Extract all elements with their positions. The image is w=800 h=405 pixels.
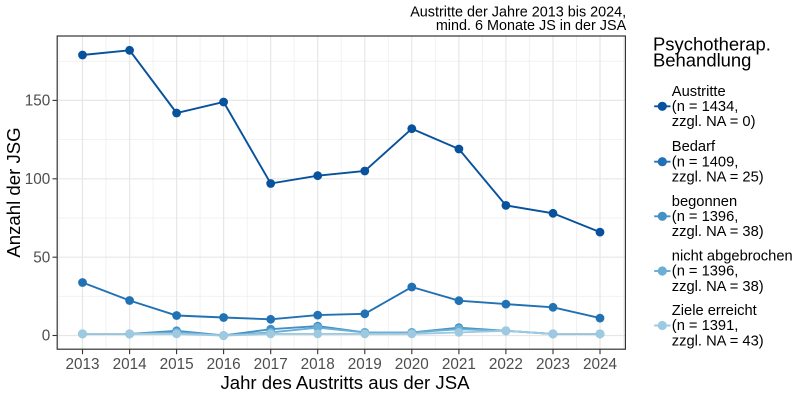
svg-text:2018: 2018 — [301, 356, 335, 373]
svg-text:(n = 1396,: (n = 1396, — [672, 209, 739, 225]
svg-text:Behandlung: Behandlung — [653, 50, 751, 71]
svg-text:100: 100 — [25, 171, 51, 188]
svg-text:50: 50 — [33, 249, 50, 266]
svg-text:zzgl. NA = 38): zzgl. NA = 38) — [672, 224, 764, 240]
svg-text:2023: 2023 — [536, 356, 570, 373]
svg-text:Bedarf: Bedarf — [672, 139, 716, 155]
svg-text:2020: 2020 — [395, 356, 429, 373]
svg-text:2014: 2014 — [113, 356, 148, 373]
svg-text:Jahr des Austritts aus der JSA: Jahr des Austritts aus der JSA — [220, 372, 470, 393]
svg-text:2024: 2024 — [583, 356, 618, 373]
svg-text:2017: 2017 — [254, 356, 288, 373]
svg-text:zzgl. NA = 25): zzgl. NA = 25) — [672, 170, 764, 186]
svg-text:Psychotherap.: Psychotherap. — [653, 34, 771, 55]
svg-text:(n = 1409,: (n = 1409, — [672, 154, 739, 170]
svg-text:150: 150 — [25, 93, 51, 110]
svg-text:zzgl. NA = 43): zzgl. NA = 43) — [672, 333, 764, 349]
svg-text:Austritte der Jahre 2013 bis 2: Austritte der Jahre 2013 bis 2024, — [410, 5, 626, 21]
svg-text:Anzahl der JSG: Anzahl der JSG — [3, 127, 24, 257]
svg-text:nicht abgebrochen: nicht abgebrochen — [672, 249, 793, 265]
svg-text:2016: 2016 — [207, 356, 241, 373]
svg-text:Austritte: Austritte — [672, 84, 726, 100]
svg-text:0: 0 — [42, 328, 51, 345]
svg-text:2021: 2021 — [442, 356, 476, 373]
svg-text:(n = 1434,: (n = 1434, — [672, 99, 739, 115]
svg-text:2022: 2022 — [489, 356, 523, 373]
svg-text:Ziele erreicht: Ziele erreicht — [672, 303, 757, 319]
svg-text:2019: 2019 — [348, 356, 382, 373]
svg-text:(n = 1396,: (n = 1396, — [672, 264, 739, 280]
svg-text:mind. 6 Monate JS in der JSA: mind. 6 Monate JS in der JSA — [436, 18, 627, 34]
svg-text:2013: 2013 — [65, 356, 99, 373]
svg-text:begonnen: begonnen — [672, 194, 737, 210]
svg-text:zzgl. NA = 0): zzgl. NA = 0) — [672, 114, 756, 130]
svg-text:(n = 1391,: (n = 1391, — [672, 318, 739, 334]
svg-text:2015: 2015 — [160, 356, 194, 373]
svg-text:zzgl. NA = 38): zzgl. NA = 38) — [672, 279, 764, 295]
